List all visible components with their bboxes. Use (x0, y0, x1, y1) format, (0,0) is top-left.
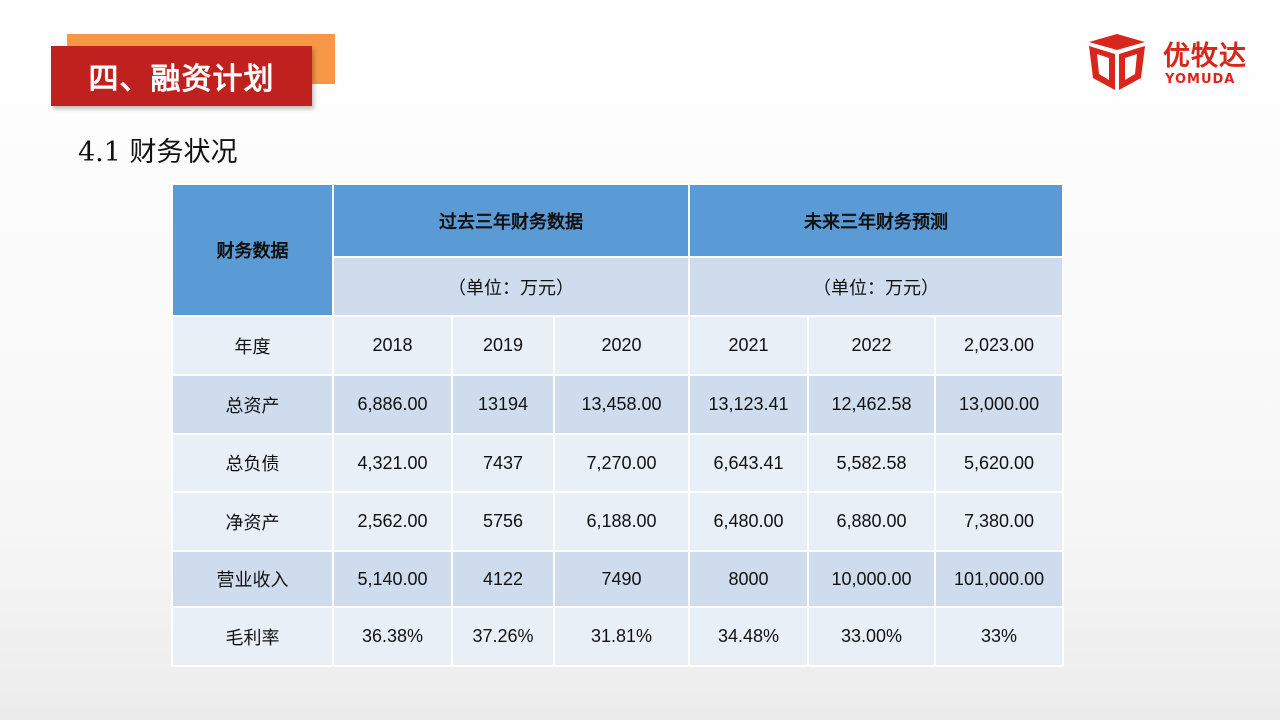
table-cell: 2018 (332, 315, 453, 376)
company-logo: 优牧达 YOMUDA (1083, 32, 1258, 92)
table-cell: 7,380.00 (934, 491, 1065, 552)
table-cell: 31.81% (552, 606, 691, 667)
table-row: 毛利率 36.38% 37.26% 31.81% 34.48% 33.00% 3… (171, 606, 1065, 667)
table-cell: 2019 (451, 315, 555, 376)
table-cell: 2022 (807, 315, 937, 376)
unit-label-future: （单位：万元） (688, 256, 1065, 317)
logo-name-en: YOMUDA (1165, 72, 1236, 87)
table-corner-label: 财务数据 (171, 183, 334, 317)
table-cell: 5,620.00 (934, 433, 1065, 493)
table-cell: 4122 (451, 550, 555, 608)
table-cell: 6,188.00 (552, 491, 691, 552)
yomuda-cube-logo-icon (1089, 34, 1145, 90)
table-row: 营业收入 5,140.00 4122 7490 8000 10,000.00 1… (171, 550, 1065, 608)
subsection-title: 4.1 财务状况 (78, 137, 238, 168)
section-title: 四、融资计划 (88, 62, 275, 97)
table-cell: 4,321.00 (332, 433, 453, 493)
group-header-future: 未来三年财务预测 (688, 183, 1065, 258)
table-cell: 33% (934, 606, 1065, 667)
table-cell: 6,886.00 (332, 374, 453, 435)
table-cell: 5,140.00 (332, 550, 453, 608)
table-cell: 2,562.00 (332, 491, 453, 552)
table-cell: 36.38% (332, 606, 453, 667)
table-cell: 2020 (552, 315, 691, 376)
table-row: 总负债 4,321.00 7437 7,270.00 6,643.41 5,58… (171, 433, 1065, 493)
table-cell: 10,000.00 (807, 550, 937, 608)
group-header-past: 过去三年财务数据 (331, 183, 691, 258)
table-cell: 34.48% (688, 606, 810, 667)
section-title-box: 四、融资计划 (51, 46, 312, 106)
table-cell: 7,270.00 (552, 433, 691, 493)
table-cell: 37.26% (451, 606, 555, 667)
unit-label-past: （单位：万元） (331, 256, 691, 317)
table-row: 年度 2018 2019 2020 2021 2022 2,023.00 (171, 315, 1065, 376)
table-cell: 13,458.00 (552, 374, 691, 435)
table-cell: 8000 (688, 550, 810, 608)
table-cell: 33.00% (807, 606, 937, 667)
row-label-gross-margin: 毛利率 (171, 606, 334, 667)
row-label-total-liabilities: 总负债 (171, 433, 334, 493)
table-cell: 13,123.41 (688, 374, 810, 435)
table-cell: 6,643.41 (688, 433, 810, 493)
row-label-total-assets: 总资产 (171, 374, 334, 435)
row-label-year: 年度 (171, 315, 334, 376)
table-cell: 13194 (451, 374, 555, 435)
row-label-net-assets: 净资产 (171, 491, 334, 552)
table-row: 总资产 6,886.00 13194 13,458.00 13,123.41 1… (171, 374, 1065, 435)
table-cell: 6,480.00 (688, 491, 810, 552)
table-cell: 7437 (451, 433, 555, 493)
table-cell: 6,880.00 (807, 491, 937, 552)
table-cell: 5756 (451, 491, 555, 552)
row-label-revenue: 营业收入 (171, 550, 334, 608)
table-cell: 12,462.58 (807, 374, 937, 435)
table-cell: 101,000.00 (934, 550, 1065, 608)
table-row: 净资产 2,562.00 5756 6,188.00 6,480.00 6,88… (171, 491, 1065, 552)
table-cell: 2,023.00 (934, 315, 1065, 376)
table-cell: 7490 (552, 550, 691, 608)
table-cell: 5,582.58 (807, 433, 937, 493)
table-cell: 13,000.00 (934, 374, 1065, 435)
financial-table: 财务数据 过去三年财务数据 未来三年财务预测 （单位：万元） （单位：万元） 年… (171, 183, 1065, 667)
logo-name-cn: 优牧达 (1163, 41, 1247, 72)
table-cell: 2021 (688, 315, 810, 376)
